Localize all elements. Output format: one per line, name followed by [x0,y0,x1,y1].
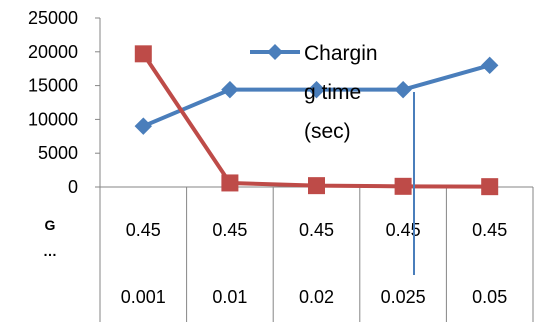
legend-label: Chargin [304,42,378,65]
series-0-point [134,117,153,135]
y-tick-label: 20000 [28,42,78,62]
legend-label: g time [304,81,361,104]
y-tick-label: 10000 [28,109,78,129]
series-1-point [134,45,152,63]
series-0-point [307,80,326,99]
y-tick-label: 5000 [38,143,78,163]
y-tick-label: 0 [68,177,78,197]
series-1-point [308,177,325,195]
series-0-point [394,80,412,99]
category-label-row2: 0.02 [299,287,334,307]
series-0-point [480,56,499,75]
series-0-point [221,80,239,99]
category-label-row2: 0.001 [121,287,166,307]
row-label: G [45,217,56,233]
category-label-row1: 0.45 [386,220,421,240]
y-tick-label: 15000 [28,76,78,96]
category-label-row2: 0.01 [212,287,247,307]
row-label-ellipsis: … [43,243,57,259]
category-label-row1: 0.45 [126,220,161,240]
y-tick-label: 25000 [28,8,78,28]
legend-swatch-marker [267,44,283,60]
legend-label: (sec) [304,120,351,143]
category-label-row1: 0.45 [212,220,247,240]
series-1-point [394,177,412,195]
category-label-row2: 0.025 [381,287,426,307]
series-1-point [221,174,239,192]
category-label-row2: 0.05 [472,287,507,307]
series-1-point [481,178,499,196]
category-label-row1: 0.45 [472,220,507,240]
category-label-row1: 0.45 [299,220,334,240]
